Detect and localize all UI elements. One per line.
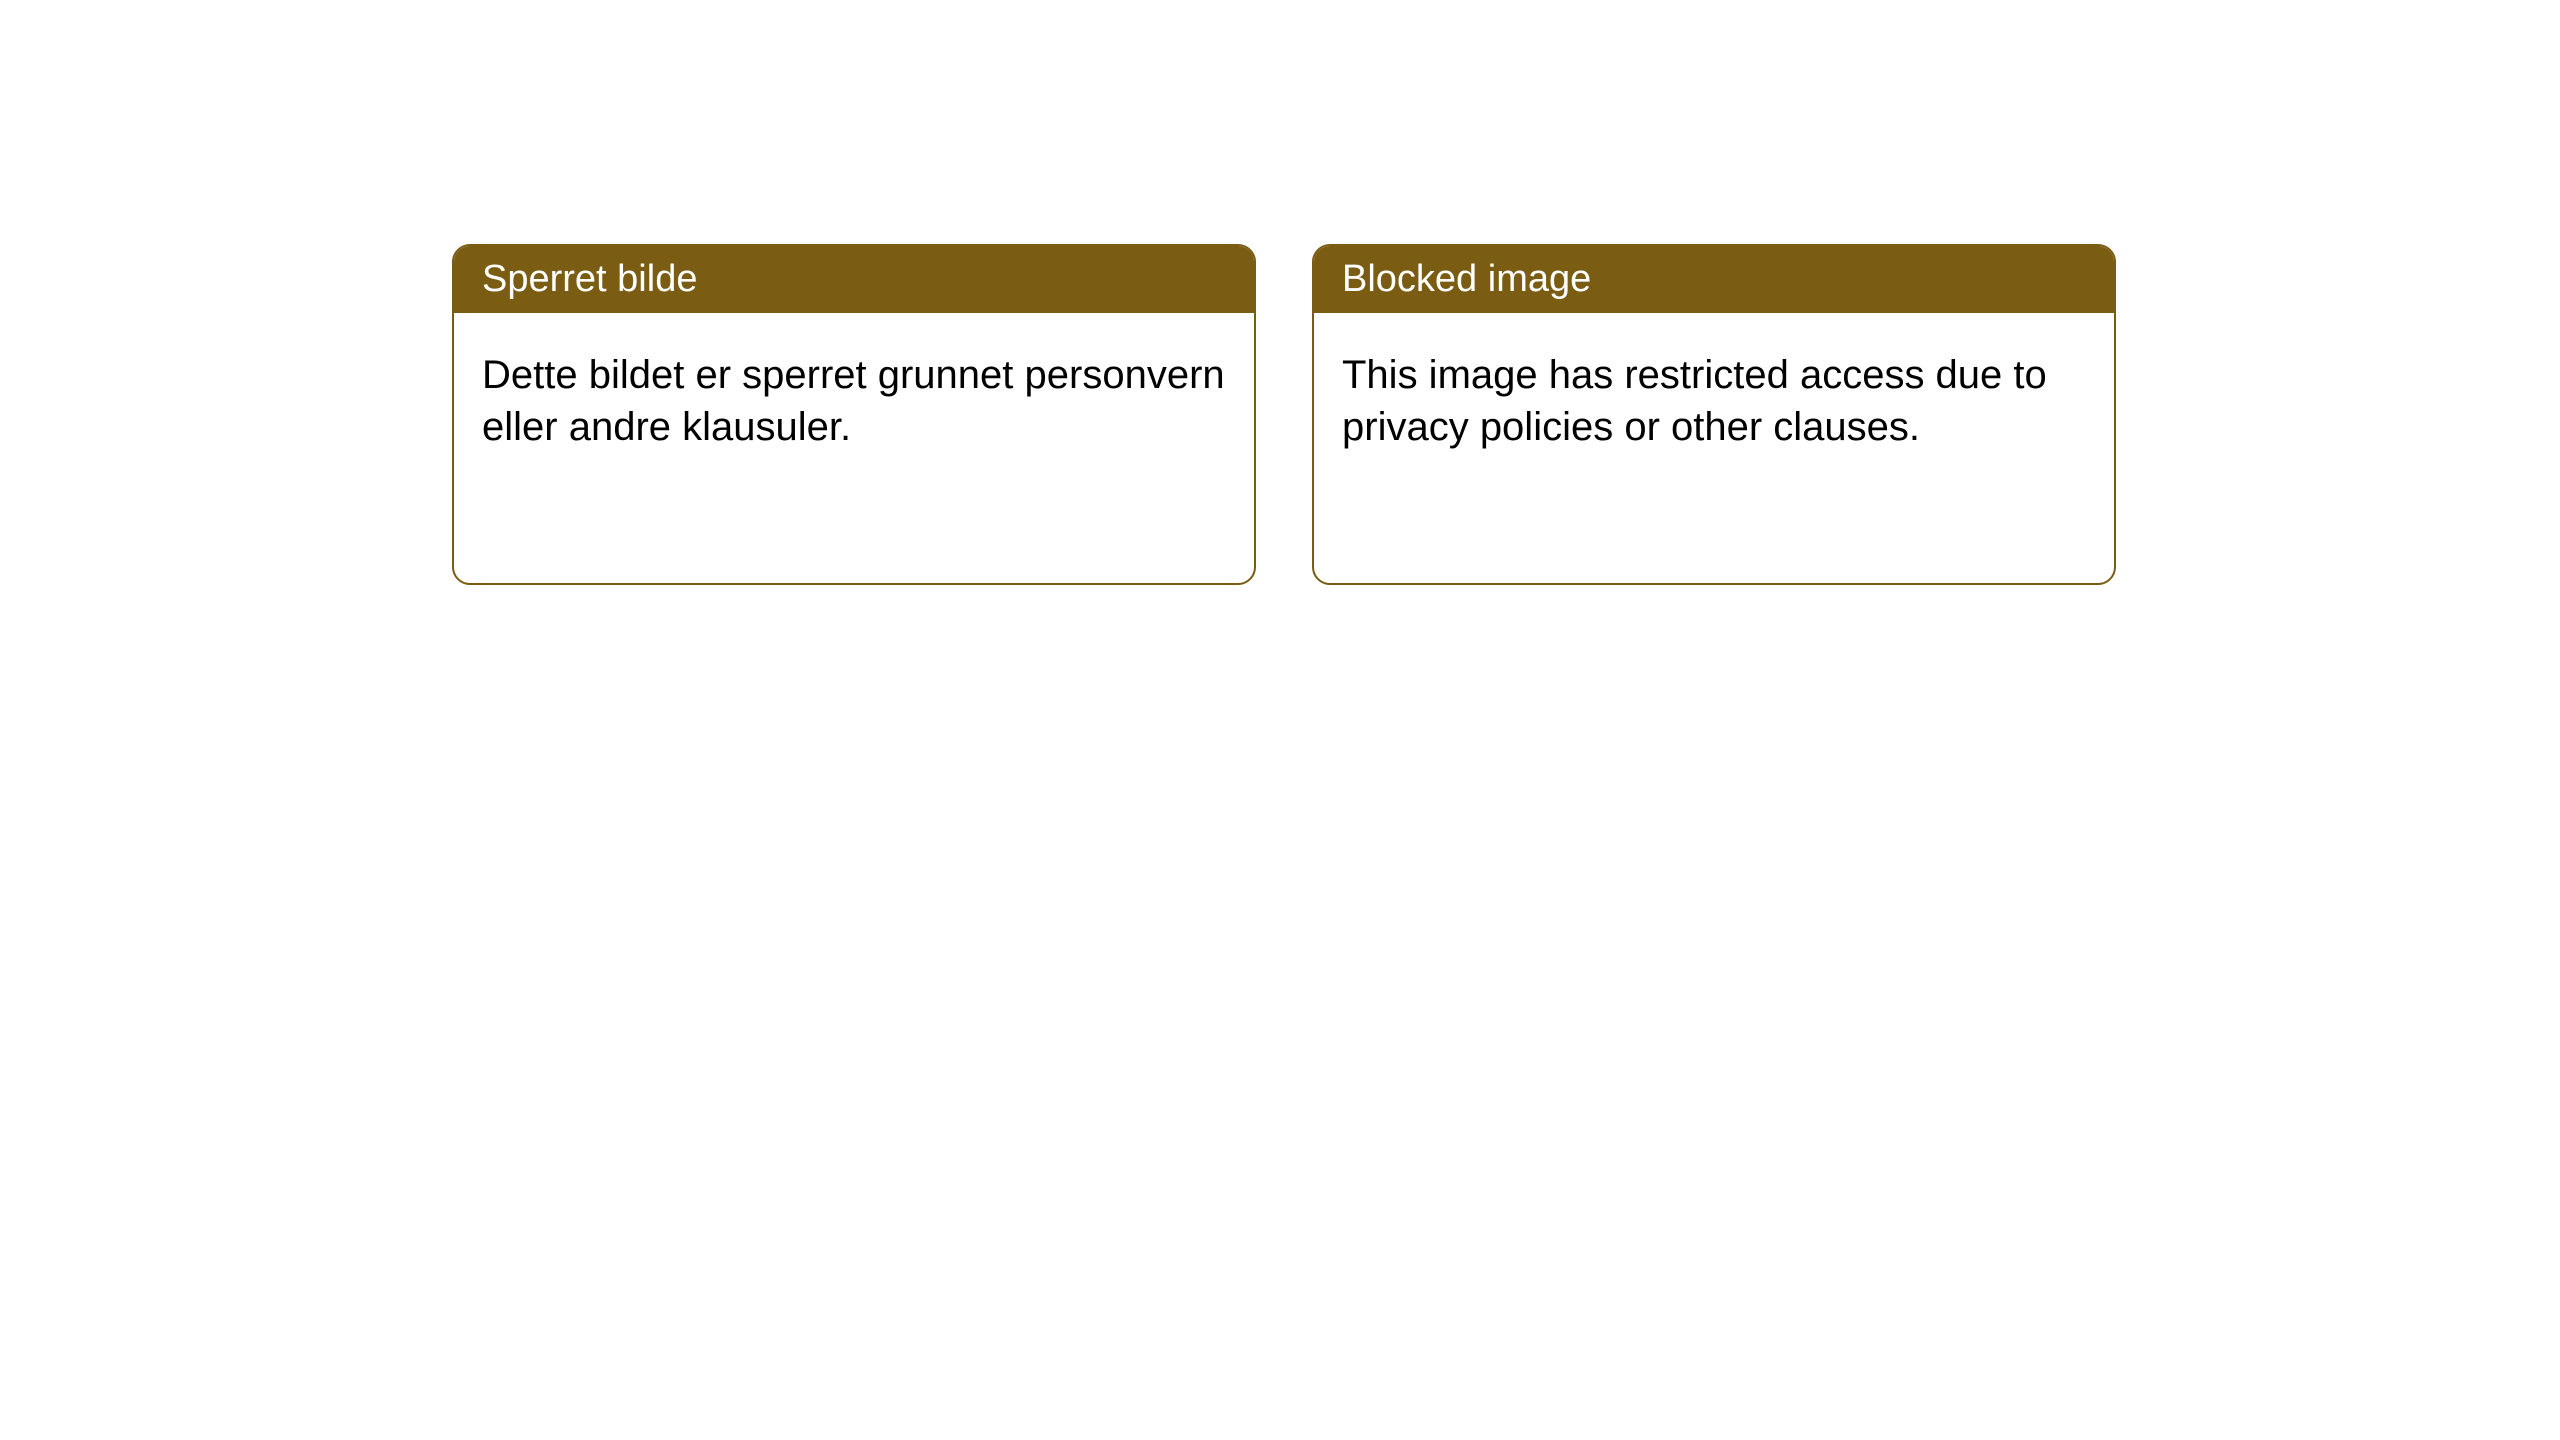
card-header-english: Blocked image <box>1314 246 2114 313</box>
notice-card-english: Blocked image This image has restricted … <box>1312 244 2116 585</box>
notice-card-norwegian: Sperret bilde Dette bildet er sperret gr… <box>452 244 1256 585</box>
notice-container: Sperret bilde Dette bildet er sperret gr… <box>0 0 2560 585</box>
card-body-norwegian: Dette bildet er sperret grunnet personve… <box>454 313 1254 583</box>
card-body-english: This image has restricted access due to … <box>1314 313 2114 583</box>
card-header-norwegian: Sperret bilde <box>454 246 1254 313</box>
